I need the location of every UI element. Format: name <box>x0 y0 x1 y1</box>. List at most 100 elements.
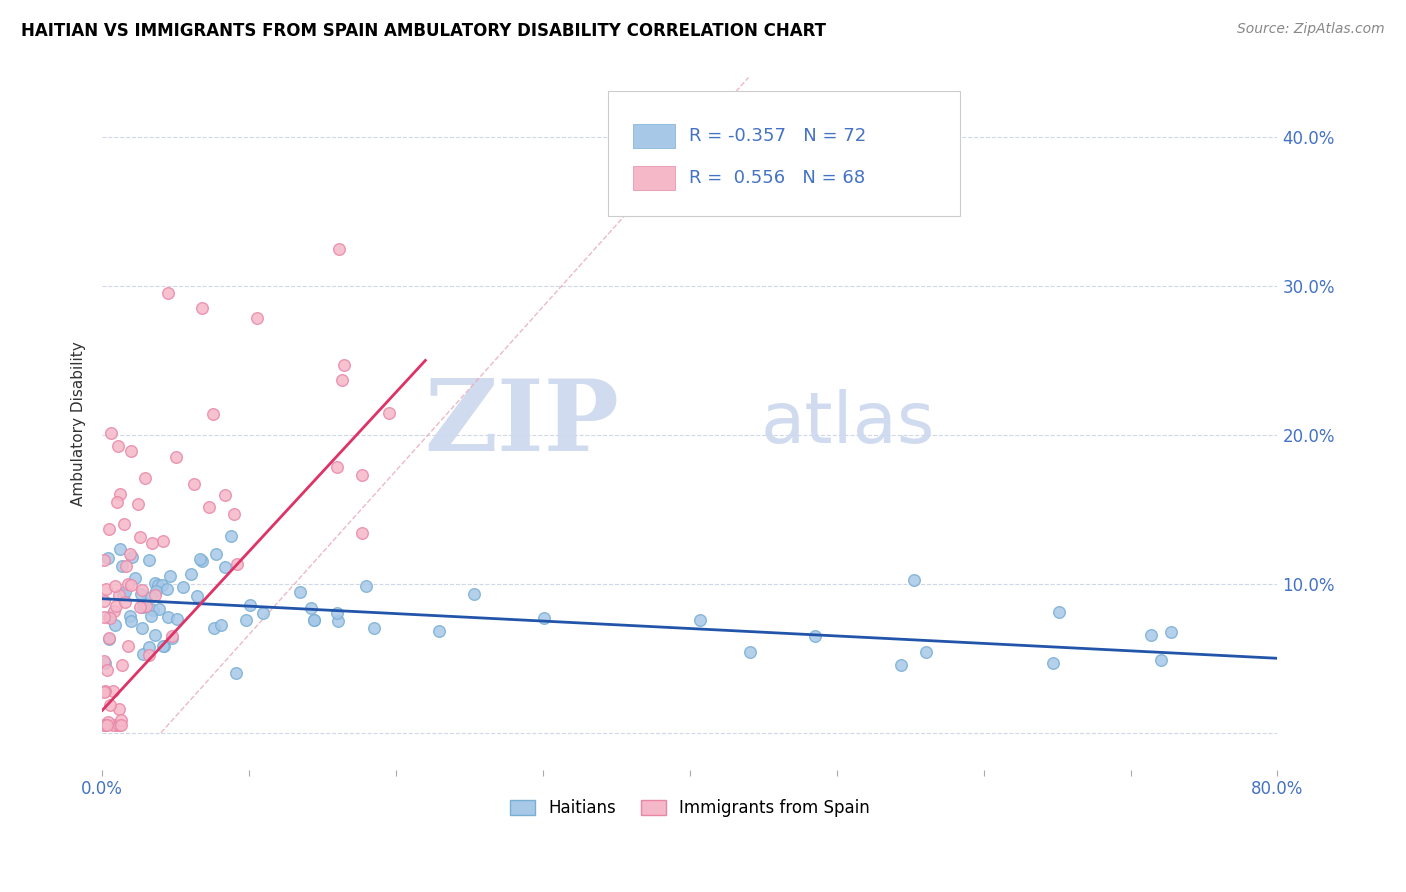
Point <box>150 578 173 592</box>
Point <box>165 450 187 464</box>
Point <box>104 599 127 614</box>
Point <box>139 609 162 624</box>
Point <box>239 598 262 612</box>
Point <box>132 599 155 614</box>
Point <box>172 580 194 594</box>
FancyBboxPatch shape <box>633 124 675 148</box>
Point <box>142 603 165 617</box>
Point <box>180 566 202 581</box>
Point <box>1042 657 1064 671</box>
Point <box>146 578 169 592</box>
Point <box>333 358 356 372</box>
Point <box>127 497 149 511</box>
Point <box>108 718 131 732</box>
Point <box>350 526 373 541</box>
Point <box>152 640 174 654</box>
Point <box>103 604 125 618</box>
Point <box>134 471 156 485</box>
Point <box>93 594 115 608</box>
Point <box>1150 653 1173 667</box>
Point <box>96 582 118 596</box>
Point <box>463 587 485 601</box>
Point <box>111 658 134 673</box>
Point <box>1047 605 1070 619</box>
Point <box>330 374 353 388</box>
Point <box>93 685 115 699</box>
Point <box>97 714 120 729</box>
Point <box>96 663 118 677</box>
Point <box>302 613 325 627</box>
FancyBboxPatch shape <box>607 91 960 216</box>
Text: ZIP: ZIP <box>425 376 619 472</box>
Point <box>202 621 225 635</box>
Point <box>120 578 142 592</box>
Point <box>141 590 163 604</box>
Point <box>191 301 214 316</box>
Point <box>107 439 129 453</box>
Point <box>152 639 174 653</box>
Point <box>141 536 163 550</box>
Point <box>356 579 378 593</box>
Point <box>129 587 152 601</box>
Point <box>225 665 247 680</box>
Point <box>328 242 350 256</box>
Point <box>96 718 118 732</box>
Point <box>100 425 122 440</box>
Point <box>111 558 134 573</box>
Point <box>108 542 131 557</box>
Point <box>110 713 132 727</box>
Point <box>326 460 349 475</box>
Point <box>143 588 166 602</box>
Point <box>94 684 117 698</box>
Point <box>204 547 226 561</box>
Point <box>94 718 117 732</box>
Point <box>1140 628 1163 642</box>
Point <box>159 569 181 583</box>
Point <box>100 610 122 624</box>
Point <box>533 611 555 625</box>
Point <box>104 718 127 732</box>
Text: HAITIAN VS IMMIGRANTS FROM SPAIN AMBULATORY DISABILITY CORRELATION CHART: HAITIAN VS IMMIGRANTS FROM SPAIN AMBULAT… <box>21 22 827 40</box>
Text: Source: ZipAtlas.com: Source: ZipAtlas.com <box>1237 22 1385 37</box>
Point <box>738 645 761 659</box>
Point <box>114 594 136 608</box>
Point <box>97 632 120 646</box>
Point <box>903 574 925 588</box>
Point <box>93 553 115 567</box>
Point <box>104 579 127 593</box>
Point <box>117 576 139 591</box>
Point <box>93 654 115 668</box>
Point <box>118 608 141 623</box>
Point <box>363 621 385 635</box>
Point <box>235 613 257 627</box>
Point <box>915 645 938 659</box>
Point <box>162 631 184 645</box>
Point <box>121 549 143 564</box>
Text: R = -0.357   N = 72: R = -0.357 N = 72 <box>689 128 866 145</box>
Point <box>135 599 157 613</box>
Point <box>118 547 141 561</box>
Point <box>183 476 205 491</box>
Point <box>427 624 450 638</box>
Point <box>160 629 183 643</box>
Point <box>108 702 131 716</box>
Point <box>129 530 152 544</box>
Point <box>214 488 236 502</box>
Point <box>103 718 125 732</box>
Point <box>288 584 311 599</box>
Point <box>326 614 349 628</box>
Point <box>120 443 142 458</box>
Point <box>128 599 150 614</box>
Point <box>110 487 132 501</box>
Point <box>219 529 242 543</box>
Text: atlas: atlas <box>761 389 935 458</box>
Point <box>138 640 160 654</box>
Point <box>104 617 127 632</box>
Point <box>226 557 249 571</box>
Point <box>138 648 160 662</box>
Point <box>105 494 128 508</box>
Point <box>131 621 153 635</box>
Point <box>689 613 711 627</box>
Point <box>117 639 139 653</box>
Point <box>132 647 155 661</box>
